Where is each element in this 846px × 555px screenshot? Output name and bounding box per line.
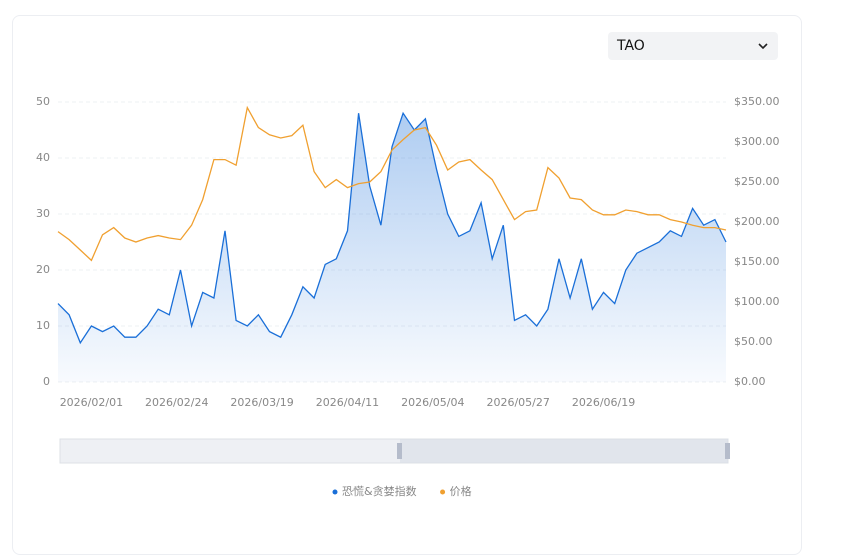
y-tick-label: 40 [36,151,50,164]
legend-label: 恐慌&贪婪指数 [342,484,417,498]
y2-tick-label: $300.00 [734,135,780,148]
legend-label: 价格 [450,484,472,498]
x-tick-label: 2026/04/11 [316,396,379,409]
asset-select-value: TAO [617,38,645,54]
y2-tick-label: $150.00 [734,255,780,268]
x-tick-label: 2026/02/01 [60,396,123,409]
y-tick-label: 20 [36,263,50,276]
zoom-handle[interactable] [725,443,730,459]
x-tick-label: 2026/05/04 [401,396,464,409]
series-line [57,111,727,345]
y-tick-label: 50 [36,95,50,108]
y-tick-label: 10 [36,319,50,332]
asset-select[interactable]: TAO [608,32,778,60]
y-tick-label: 0 [43,375,50,388]
legend-marker [440,489,446,495]
x-tick-label: 2026/05/27 [486,396,549,409]
y-tick-label: 30 [36,207,50,220]
chevron [758,43,768,50]
x-tick-label: 2026/06/19 [572,396,635,409]
y2-tick-label: $100.00 [734,295,780,308]
chart: 0 10 20 30 40 50 $0.00 $50.00 $100.00 $150.00 $200… [36,95,780,498]
y2-tick-label: $250.00 [734,175,780,188]
y2-tick-label: $200.00 [734,215,780,228]
series-line [57,105,727,262]
zoom-handle[interactable] [397,443,402,459]
x-tick-label: 2026/02/24 [145,396,208,409]
series-area [58,113,726,382]
legend-marker [332,489,338,495]
zoom-window[interactable] [400,439,728,463]
y2-tick-label: $0.00 [734,375,766,388]
y2-tick-label: $350.00 [734,95,780,108]
x-tick-label: 2026/03/19 [230,396,293,409]
y2-tick-label: $50.00 [734,335,773,348]
